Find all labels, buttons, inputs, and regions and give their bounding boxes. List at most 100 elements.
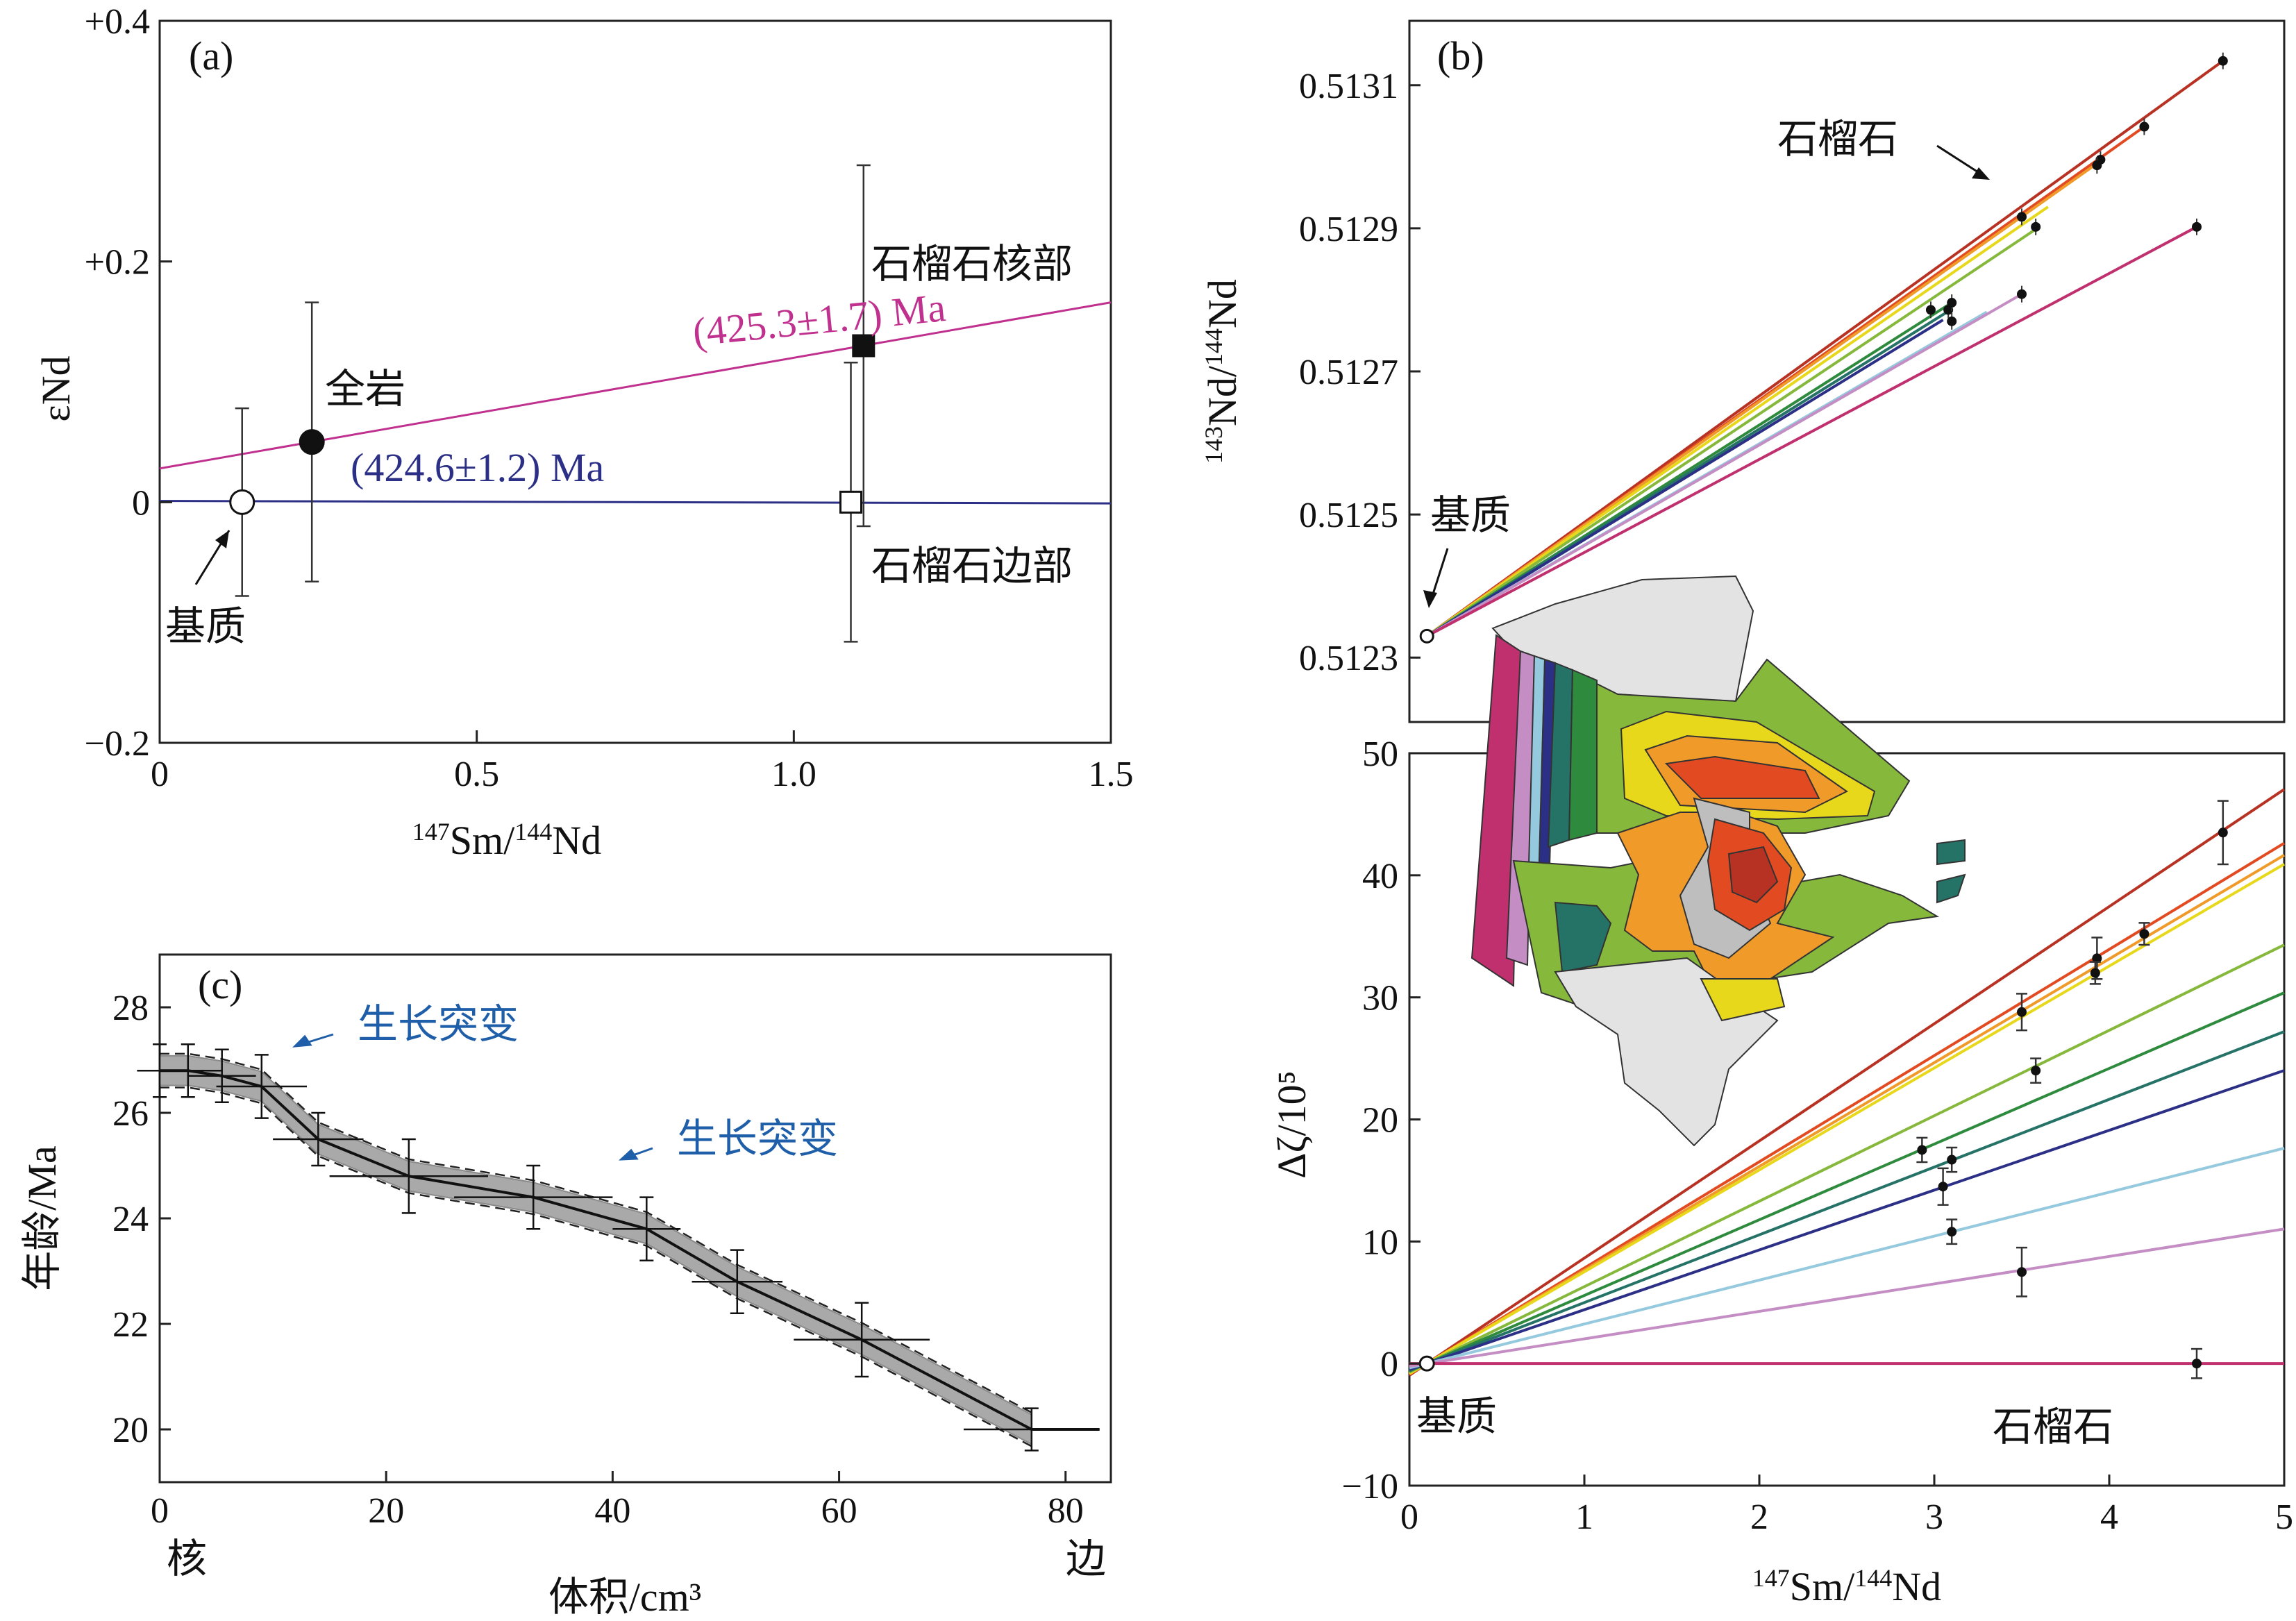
panel-b-label: (b)	[1437, 33, 1484, 78]
matrix-point	[1419, 628, 1434, 644]
arrow-head-matrix-b	[1423, 590, 1437, 608]
envelope-lower	[160, 1086, 1032, 1447]
y-tick-label-4: 0.5131	[1299, 67, 1398, 106]
isochron-line-3	[1426, 205, 2049, 637]
isochron-line-5	[1409, 991, 2285, 1372]
isochron-line-4	[1426, 226, 2041, 637]
isochron-line-9	[1426, 292, 2022, 638]
x-tick-label-3: 1.5	[1089, 755, 1134, 794]
age-curve	[160, 1069, 1100, 1431]
x-tick-label-5: 5	[2275, 1497, 2293, 1537]
label-garnet-d: 石榴石	[1993, 1404, 2113, 1450]
label-whole-rock: 全岩	[325, 367, 405, 412]
panel-c-xlabel: 体积/cm³	[548, 1574, 701, 1620]
y-tick-label-0: 20	[112, 1411, 149, 1450]
y-tick-label-1: 0	[1380, 1345, 1398, 1384]
data-point-1	[2139, 121, 2150, 132]
isochron-line-4	[1409, 943, 2285, 1374]
label-matrix-d: 基质	[1416, 1394, 1497, 1439]
y-tick-label-1: 22	[112, 1305, 149, 1345]
y-tick-label-2: 0.5127	[1299, 353, 1398, 392]
data-point-0	[229, 489, 255, 515]
panel-b-ylabel: 143Nd/144Nd	[1200, 279, 1245, 464]
label-garnet-core: 石榴石核部	[871, 242, 1073, 287]
x-tick-label-3: 60	[821, 1491, 857, 1531]
label-growth-jump-1: 生长突变	[358, 1002, 519, 1047]
y-tick-label-3: 26	[112, 1094, 149, 1134]
panel-d-xlabel: 147Sm/144Nd	[1752, 1564, 1941, 1609]
y-tick-label-2: +0.2	[85, 243, 150, 283]
isochron-line-3	[1408, 863, 2286, 1375]
isochron-line-10	[1426, 226, 2197, 638]
isochron-line-9	[1409, 1227, 2285, 1368]
x-tick-label-2: 2	[1750, 1497, 1768, 1537]
y-tick-label-0: 0.5123	[1299, 639, 1398, 678]
data-point-11	[2192, 1359, 2202, 1369]
label-matrix-b: 基质	[1430, 493, 1511, 538]
isochron-line-8	[1409, 1147, 2285, 1370]
matrix-point	[1418, 1355, 1435, 1372]
data-point-3	[2090, 968, 2100, 978]
panel-c-label: (c)	[198, 962, 242, 1007]
zone-lower-teal	[1554, 901, 1612, 973]
label-growth-jump-2: 生长突变	[677, 1116, 838, 1161]
line-label-425: (425.3±1.7) Ma	[691, 285, 948, 355]
zone-band-rose	[1470, 634, 1522, 987]
arrow-head-garnet-b	[1972, 167, 1990, 180]
x-tick-label-0: 0	[151, 755, 169, 794]
isochron-line-1	[159, 500, 1112, 505]
arrow-head-matrix-a	[215, 530, 229, 548]
isochron-line-6	[1409, 1030, 2285, 1372]
data-point-4	[2017, 1007, 2027, 1017]
data-point-5	[2031, 221, 2041, 232]
isochron-line-0	[1408, 788, 2286, 1377]
data-point-6	[1917, 1145, 1927, 1155]
isochron-line-7	[1426, 319, 1944, 638]
zone-band-red	[1664, 755, 1820, 799]
panel-a-label: (a)	[189, 33, 233, 78]
y-tick-label-1: 0.5125	[1299, 496, 1398, 535]
data-point-3	[839, 490, 863, 514]
y-tick-label-0: −0.2	[85, 724, 150, 764]
garnet-zoning-map	[1470, 575, 1966, 1147]
x-tick-label-4: 80	[1048, 1491, 1084, 1531]
panel-a: 0 0.5 1.0 1.5−0.20+0.2+0.4 (a) (425.3±1.7) …	[33, 2, 1134, 863]
arrow-growth-jump-1	[292, 1033, 334, 1048]
x-tick-label-0: 0	[151, 1491, 169, 1531]
label-core: 核	[167, 1536, 207, 1581]
panel-a-xlabel: 147Sm/144Nd	[412, 818, 601, 863]
label-garnet-rim: 石榴石边部	[871, 544, 1073, 589]
data-point-3	[2092, 160, 2102, 171]
isochron-line-7	[1409, 1069, 2285, 1371]
label-matrix-a: 基质	[165, 604, 246, 649]
y-tick-label-4: 28	[112, 989, 149, 1028]
data-point-8	[1938, 1182, 1948, 1192]
panel-a-ylabel: εNd	[33, 355, 78, 421]
arrow-growth-jump-2	[618, 1147, 653, 1161]
panel-b: 0.5123 0.5125 0.5127 0.5129 0.5131 (b) 石榴石 基…	[1200, 19, 2286, 723]
panel-d-ylabel: Δζ/10⁵	[1269, 1070, 1314, 1179]
y-tick-label-2: 10	[1362, 1223, 1398, 1262]
data-point-1	[299, 429, 325, 455]
data-point-7	[1947, 1154, 1957, 1165]
data-point-10	[2017, 1267, 2027, 1277]
panel-a-frame	[158, 19, 1112, 744]
panel-c-ylabel: 年龄/Ma	[19, 1145, 65, 1291]
data-point-9	[1947, 1227, 1957, 1237]
x-tick-label-3: 3	[1925, 1497, 1943, 1537]
data-point-1	[2139, 929, 2150, 939]
data-point-0	[2218, 56, 2228, 66]
y-tick-label-3: 20	[1362, 1101, 1398, 1141]
y-tick-label-6: 50	[1362, 734, 1398, 774]
x-tick-label-1: 1	[1575, 1497, 1593, 1537]
line-label-424: (424.6±1.2) Ma	[351, 445, 604, 490]
label-edge: 边	[1066, 1536, 1106, 1581]
zone-band-green	[1568, 669, 1598, 841]
panel-c: 0 20 40 60 80 20 22 24 26 28 (c) 生长突变 生长突变 核 边 体积…	[19, 953, 1112, 1620]
x-tick-label-1: 0.5	[454, 755, 499, 794]
y-tick-label-4: 30	[1362, 979, 1398, 1018]
data-point-4	[2017, 212, 2027, 222]
data-point-7	[1925, 305, 1936, 315]
data-point-9	[1947, 298, 1957, 308]
